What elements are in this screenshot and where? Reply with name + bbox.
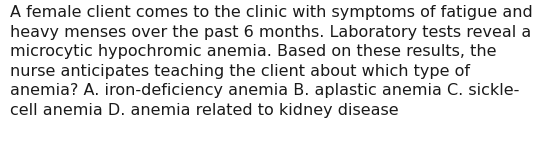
Text: A female client comes to the clinic with symptoms of fatigue and
heavy menses ov: A female client comes to the clinic with… bbox=[10, 5, 533, 118]
